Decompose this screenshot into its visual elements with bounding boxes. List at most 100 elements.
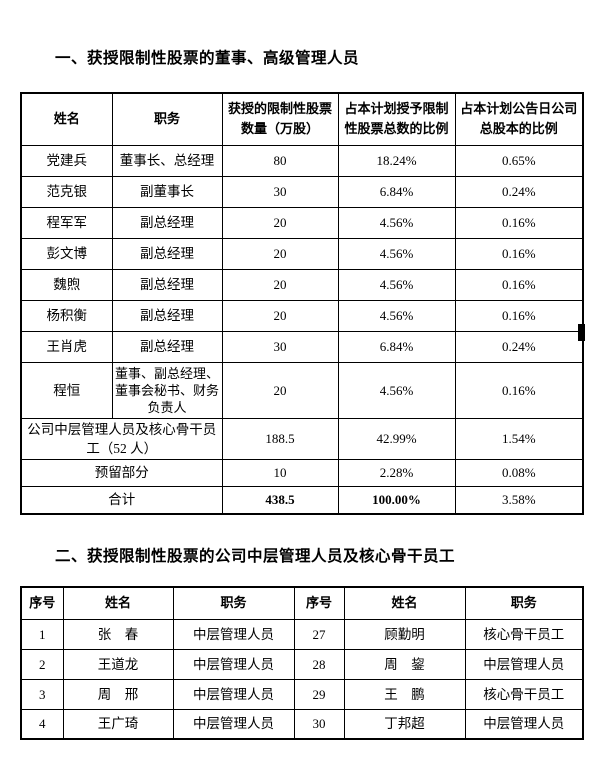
name-cell: 王肖虎 [20,330,113,363]
pct-capital-cell: 0.08% [454,458,584,487]
pct-granted-cell: 2.28% [337,458,456,487]
position-cell: 副董事长 [111,175,223,208]
no-cell: 27 [293,618,345,650]
summary-row-total: 合计 438.5 100.00% 3.58% [20,485,584,515]
no-cell: 4 [20,708,64,740]
header-name: 姓名 [20,92,113,146]
name-cell: 彭文博 [20,237,113,270]
pct-capital-cell: 0.24% [454,330,584,363]
table-header-row: 姓名 职务 获授的限制性股票数量（万股） 占本计划授予限制性股票总数的比例 占本… [20,92,584,146]
no-cell: 28 [293,648,345,680]
qty-cell: 10 [221,458,339,487]
name-cell: 丁邦超 [343,708,466,740]
table-row: 4 王广琦 中层管理人员 30 丁邦超 中层管理人员 [20,708,584,740]
header-position: 职务 [111,92,223,146]
header-name: 姓名 [62,586,174,620]
pct-granted-cell: 4.56% [337,268,456,301]
pct-granted-cell: 4.56% [337,206,456,239]
header-no: 序号 [293,586,345,620]
name-cell: 张 春 [62,618,174,650]
name-cell: 周 邢 [62,678,174,710]
no-cell: 29 [293,678,345,710]
name-cell: 程恒 [20,361,113,419]
no-cell: 30 [293,708,345,740]
table-header-row: 序号 姓名 职务 序号 姓名 职务 [20,586,584,620]
qty-cell: 20 [221,299,339,332]
name-cell: 王广琦 [62,708,174,740]
name-cell: 王道龙 [62,648,174,680]
qty-cell: 20 [221,237,339,270]
position-cell: 董事长、总经理 [111,144,223,177]
table-row: 魏煦 副总经理 20 4.56% 0.16% [20,268,584,301]
pct-granted-cell: 42.99% [337,417,456,460]
qty-cell: 188.5 [221,417,339,460]
pct-granted-cell: 4.56% [337,299,456,332]
position-cell: 中层管理人员 [464,648,584,680]
position-cell: 副总经理 [111,206,223,239]
pct-capital-cell: 0.65% [454,144,584,177]
directors-grant-table: 姓名 职务 获授的限制性股票数量（万股） 占本计划授予限制性股票总数的比例 占本… [20,92,584,515]
name-cell: 王 鹏 [343,678,466,710]
name-cell: 魏煦 [20,268,113,301]
pct-granted-cell: 6.84% [337,175,456,208]
summary-label: 合计 [20,485,223,515]
header-name: 姓名 [343,586,466,620]
summary-row-middle-management: 公司中层管理人员及核心骨干员工（52 人） 188.5 42.99% 1.54% [20,417,584,460]
table-row: 范克银 副董事长 30 6.84% 0.24% [20,175,584,208]
pct-capital-cell: 0.16% [454,299,584,332]
pct-capital-cell: 1.54% [454,417,584,460]
section1-heading: 一、获授限制性股票的董事、高级管理人员 [55,50,360,67]
name-cell: 党建兵 [20,144,113,177]
position-cell: 中层管理人员 [172,648,295,680]
scan-artifact-mark [578,324,585,341]
header-position: 职务 [172,586,295,620]
name-cell: 杨积衡 [20,299,113,332]
table-row: 3 周 邢 中层管理人员 29 王 鹏 核心骨干员工 [20,678,584,710]
table-row: 2 王道龙 中层管理人员 28 周 鋆 中层管理人员 [20,648,584,680]
qty-cell: 20 [221,361,339,419]
position-cell: 核心骨干员工 [464,678,584,710]
qty-cell: 80 [221,144,339,177]
qty-cell: 30 [221,330,339,363]
qty-cell: 20 [221,206,339,239]
summary-label: 预留部分 [20,458,223,487]
table-row: 杨积衡 副总经理 20 4.56% 0.16% [20,299,584,332]
pct-granted-cell: 4.56% [337,361,456,419]
name-cell: 周 鋆 [343,648,466,680]
section2-heading: 二、获授限制性股票的公司中层管理人员及核心骨干员工 [55,548,456,565]
header-position: 职务 [464,586,584,620]
qty-cell: 30 [221,175,339,208]
name-cell: 范克银 [20,175,113,208]
name-cell: 程军军 [20,206,113,239]
pct-capital-cell: 0.16% [454,268,584,301]
pct-granted-cell: 4.56% [337,237,456,270]
pct-granted-cell: 100.00% [337,485,456,515]
position-cell: 核心骨干员工 [464,618,584,650]
position-cell: 中层管理人员 [172,618,295,650]
header-pct-capital: 占本计划公告日公司总股本的比例 [454,92,584,146]
summary-row-reserved: 预留部分 10 2.28% 0.08% [20,458,584,487]
position-cell: 中层管理人员 [172,678,295,710]
middle-management-table: 序号 姓名 职务 序号 姓名 职务 1 张 春 中层管理人员 27 顾勤明 核心… [20,586,584,740]
no-cell: 1 [20,618,64,650]
table-row: 1 张 春 中层管理人员 27 顾勤明 核心骨干员工 [20,618,584,650]
pct-granted-cell: 18.24% [337,144,456,177]
pct-capital-cell: 0.24% [454,175,584,208]
position-cell: 中层管理人员 [172,708,295,740]
position-cell: 副总经理 [111,237,223,270]
no-cell: 2 [20,648,64,680]
position-cell: 副总经理 [111,330,223,363]
no-cell: 3 [20,678,64,710]
pct-capital-cell: 0.16% [454,237,584,270]
table-row: 程恒 董事、副总经理、董事会秘书、财务负责人 20 4.56% 0.16% [20,361,584,419]
name-cell: 顾勤明 [343,618,466,650]
position-cell: 董事、副总经理、董事会秘书、财务负责人 [111,361,223,419]
table-row: 程军军 副总经理 20 4.56% 0.16% [20,206,584,239]
position-cell: 副总经理 [111,299,223,332]
pct-granted-cell: 6.84% [337,330,456,363]
pct-capital-cell: 3.58% [454,485,584,515]
table-row: 王肖虎 副总经理 30 6.84% 0.24% [20,330,584,363]
header-no: 序号 [20,586,64,620]
summary-label: 公司中层管理人员及核心骨干员工（52 人） [20,417,223,460]
